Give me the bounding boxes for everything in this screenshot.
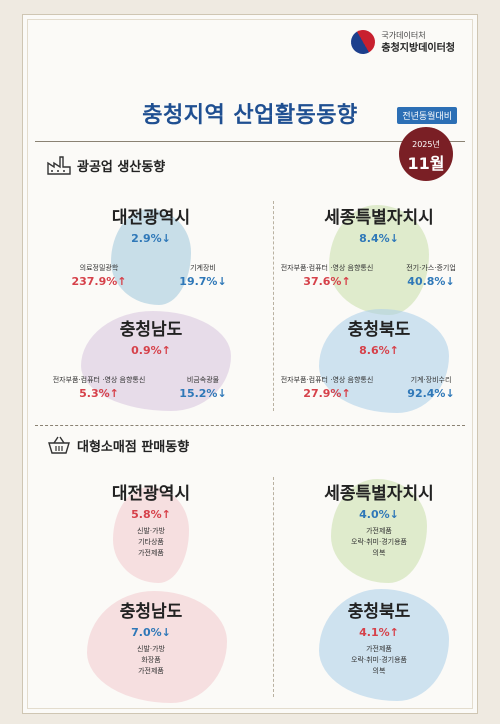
- retail-region-daejeon: 대전광역시 5.8%↑ 신발·가방 기타상품 가전제품: [51, 479, 251, 583]
- section2-divider: [273, 477, 274, 697]
- agency-sub: 국가데이터처: [381, 31, 426, 40]
- region-total: 2.9%↓: [131, 232, 171, 245]
- industry-item: 기계·장비수리 92.4%↓: [407, 376, 455, 400]
- product-list: 가전제품 오락·취미·경기용품 의복: [351, 527, 407, 557]
- region-name: 충청북도: [347, 320, 411, 340]
- industry-item: 기계장비 19.7%↓: [179, 264, 227, 288]
- section-divider: [35, 425, 465, 426]
- region-total: 4.1%↑: [359, 626, 399, 639]
- production-region-chungbuk: 충청북도 8.6%↑ 전자부품·컴퓨터 ·영상 음향통신 27.9%↑ 기계·장비…: [279, 309, 479, 413]
- yoy-tag: 전년동월대비: [397, 107, 457, 124]
- date-month: 11월: [407, 154, 445, 173]
- region-map-shape: [81, 311, 231, 411]
- region-total: 8.4%↓: [359, 232, 399, 245]
- region-map-shape: [331, 479, 427, 583]
- retail-region-chungnam: 충청남도 7.0%↓ 신발·가방 화장품 가전제품: [51, 591, 251, 703]
- section-title-production: 광공업 생산동향: [77, 159, 166, 175]
- retail-region-chungbuk: 충청북도 4.1%↑ 가전제품 오락·취미·경기용품 의복: [279, 589, 479, 701]
- section-header-production: 광공업 생산동향: [47, 155, 165, 175]
- date-badge: 2025년 11월: [399, 127, 453, 181]
- shopping-basket-icon: [48, 436, 70, 454]
- industry-item: 전기·가스·증기업 40.8%↓: [406, 264, 456, 288]
- region-map-shape: [319, 309, 449, 413]
- section-header-retail: 대형소매점 판매동향: [47, 435, 189, 455]
- industry-item: 전자부품·컴퓨터 ·영상 음향통신 27.9%↑: [280, 376, 374, 400]
- product-list: 신발·가방 화장품 가전제품: [137, 645, 165, 675]
- card-inner-border: [27, 19, 473, 709]
- region-total: 7.0%↓: [131, 626, 171, 639]
- page-title: 충청지역 산업활동동향: [142, 103, 358, 128]
- region-name: 대전광역시: [111, 208, 191, 228]
- region-total: 5.8%↑: [131, 508, 171, 521]
- production-region-chungnam: 충청남도 0.9%↑ 전자부품·컴퓨터 ·영상 음향통신 5.3%↑ 비금속광물 1…: [51, 311, 251, 411]
- region-name: 충청북도: [347, 602, 411, 622]
- title-divider: [35, 141, 465, 142]
- date-year: 2025년: [412, 140, 440, 149]
- region-total: 4.0%↓: [359, 508, 399, 521]
- section-title-retail: 대형소매점 판매동향: [77, 439, 190, 455]
- agency-name: 충청지방데이터청: [381, 43, 455, 54]
- region-name: 충청남도: [119, 602, 183, 622]
- production-region-daejeon: 대전광역시 2.9%↓ 의료정밀광학 237.9%↑ 기계장비 19.7%↓: [51, 203, 251, 305]
- production-region-sejong: 세종특별자치시 8.4%↓ 전자부품·컴퓨터 ·영상 음향통신 37.6%↑ 전기…: [279, 203, 479, 315]
- region-map-shape: [329, 205, 429, 315]
- region-map-shape: [113, 487, 189, 583]
- region-map-shape: [111, 209, 191, 305]
- region-name: 세종특별자치시: [324, 484, 434, 504]
- region-name: 대전광역시: [111, 484, 191, 504]
- region-total: 8.6%↑: [359, 344, 399, 357]
- infographic-card: 국가데이터처 충청지방데이터청 충청지역 산업활동동향 전년동월대비 2025년…: [22, 14, 478, 714]
- region-total: 0.9%↑: [131, 344, 171, 357]
- industry-item: 비금속광물 15.2%↓: [179, 376, 227, 400]
- industry-item: 의료정밀광학 237.9%↑: [71, 264, 127, 288]
- agency-name-block: 국가데이터처 충청지방데이터청: [381, 29, 455, 55]
- taegeuk-icon: [346, 25, 380, 59]
- region-name: 세종특별자치시: [324, 208, 434, 228]
- industry-item: 전자부품·컴퓨터 ·영상 음향통신 5.3%↑: [52, 376, 146, 400]
- factory-icon: [47, 156, 71, 175]
- product-list: 신발·가방 기타상품 가전제품: [137, 527, 165, 557]
- agency-logo: 국가데이터처 충청지방데이터청: [346, 25, 455, 59]
- product-list: 가전제품 오락·취미·경기용품 의복: [351, 645, 407, 675]
- region-map-shape: [87, 591, 227, 703]
- region-map-shape: [319, 589, 449, 701]
- retail-region-sejong: 세종특별자치시 4.0%↓ 가전제품 오락·취미·경기용품 의복: [279, 479, 479, 583]
- industry-item: 전자부품·컴퓨터 ·영상 음향통신 37.6%↑: [280, 264, 374, 288]
- section1-divider: [273, 201, 274, 411]
- region-name: 충청남도: [119, 320, 183, 340]
